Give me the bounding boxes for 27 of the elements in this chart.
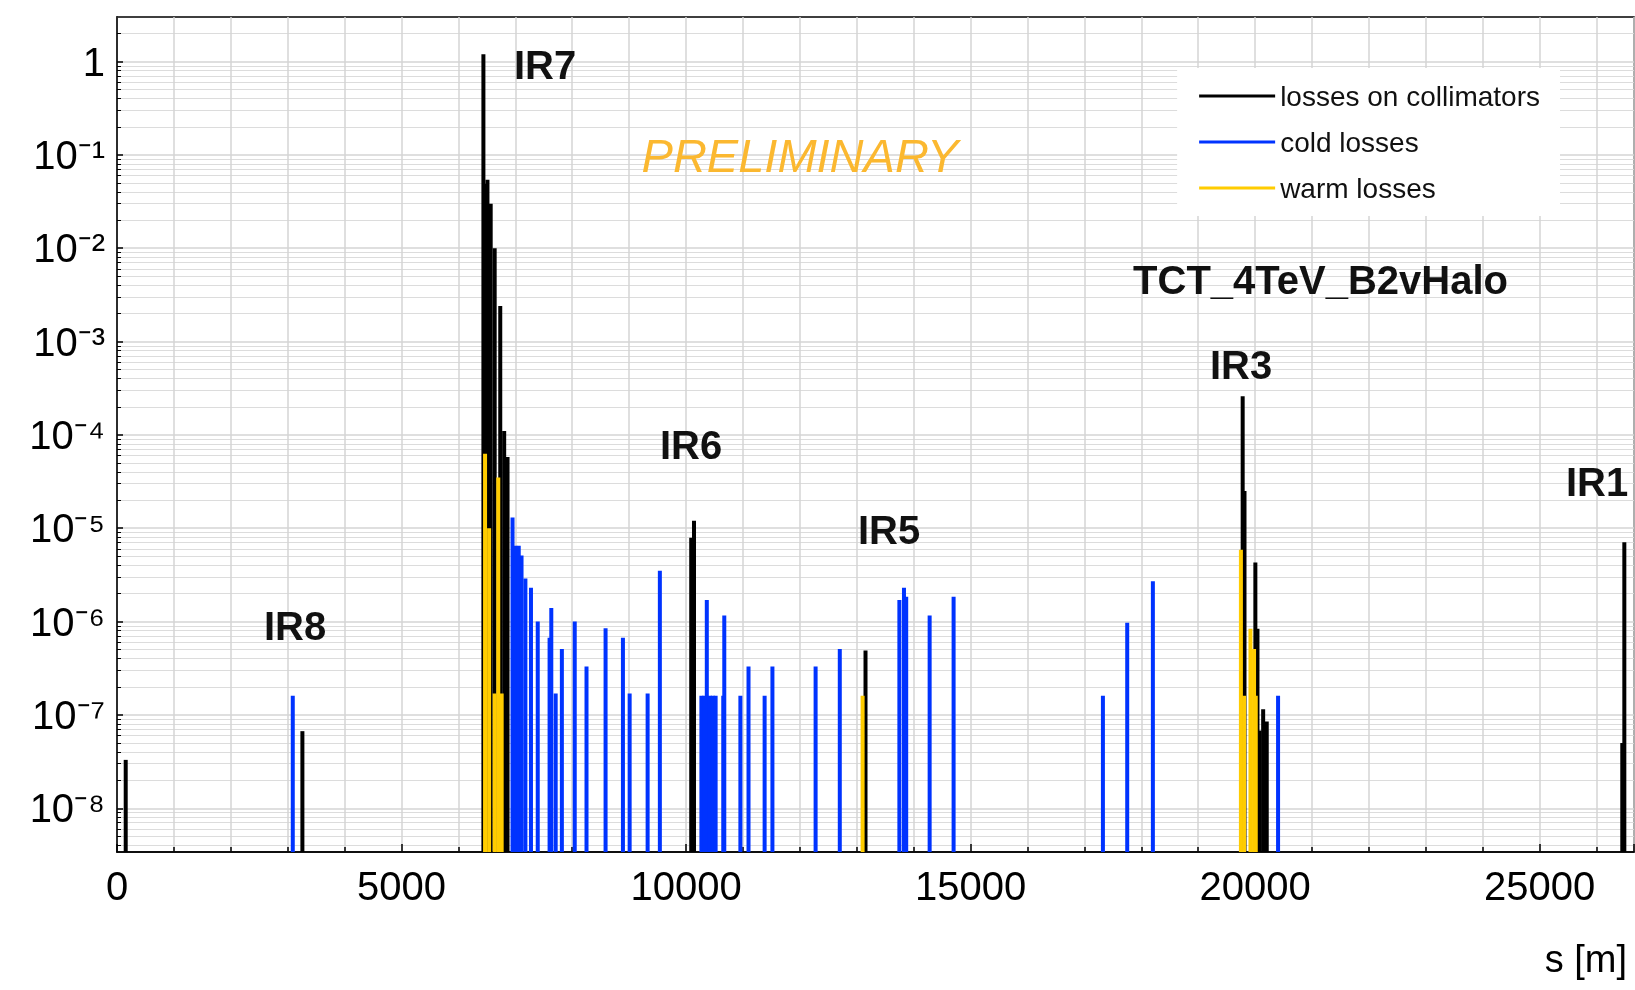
annotation: IR1 [1565, 460, 1629, 504]
x-tick-label: 10000 [630, 864, 742, 908]
annotation: PRELIMINARY [641, 128, 963, 182]
x-tick-label: 15000 [914, 864, 1027, 908]
annotation: IR7 [513, 43, 577, 87]
annotation: IR3 [1209, 343, 1273, 387]
y-tick-label: 10⁻⁴ [29, 412, 105, 457]
y-tick-label: 10⁻⁷ [32, 692, 105, 737]
y-tick-label: 10⁻² [33, 226, 105, 271]
legend-label: warm losses [1279, 172, 1436, 204]
y-tick-label: 10⁻³ [33, 319, 105, 364]
annotation: IR5 [857, 508, 921, 552]
legend-label: cold losses [1280, 126, 1419, 158]
annotation: IR6 [659, 423, 723, 467]
x-tick-label: 20000 [1199, 864, 1311, 908]
y-tick-label: 10⁻⁵ [29, 506, 105, 551]
legend-label: losses on collimators [1280, 80, 1540, 112]
x-tick-label: 0 [105, 864, 129, 908]
x-tick-label: 5000 [357, 864, 447, 908]
y-tick-label: 10⁻¹ [33, 132, 105, 177]
x-axis-title: s [m] [1544, 938, 1627, 980]
y-tick-label: 10⁻⁶ [30, 599, 105, 644]
y-tick-label: 10⁻⁸ [29, 786, 105, 831]
y-tick-label: 1 [82, 39, 105, 84]
x-tick-label: 25000 [1483, 864, 1596, 908]
text: TCT_4TeV_B2vHalo [1133, 258, 1509, 302]
annotation: IR8 [263, 604, 327, 648]
